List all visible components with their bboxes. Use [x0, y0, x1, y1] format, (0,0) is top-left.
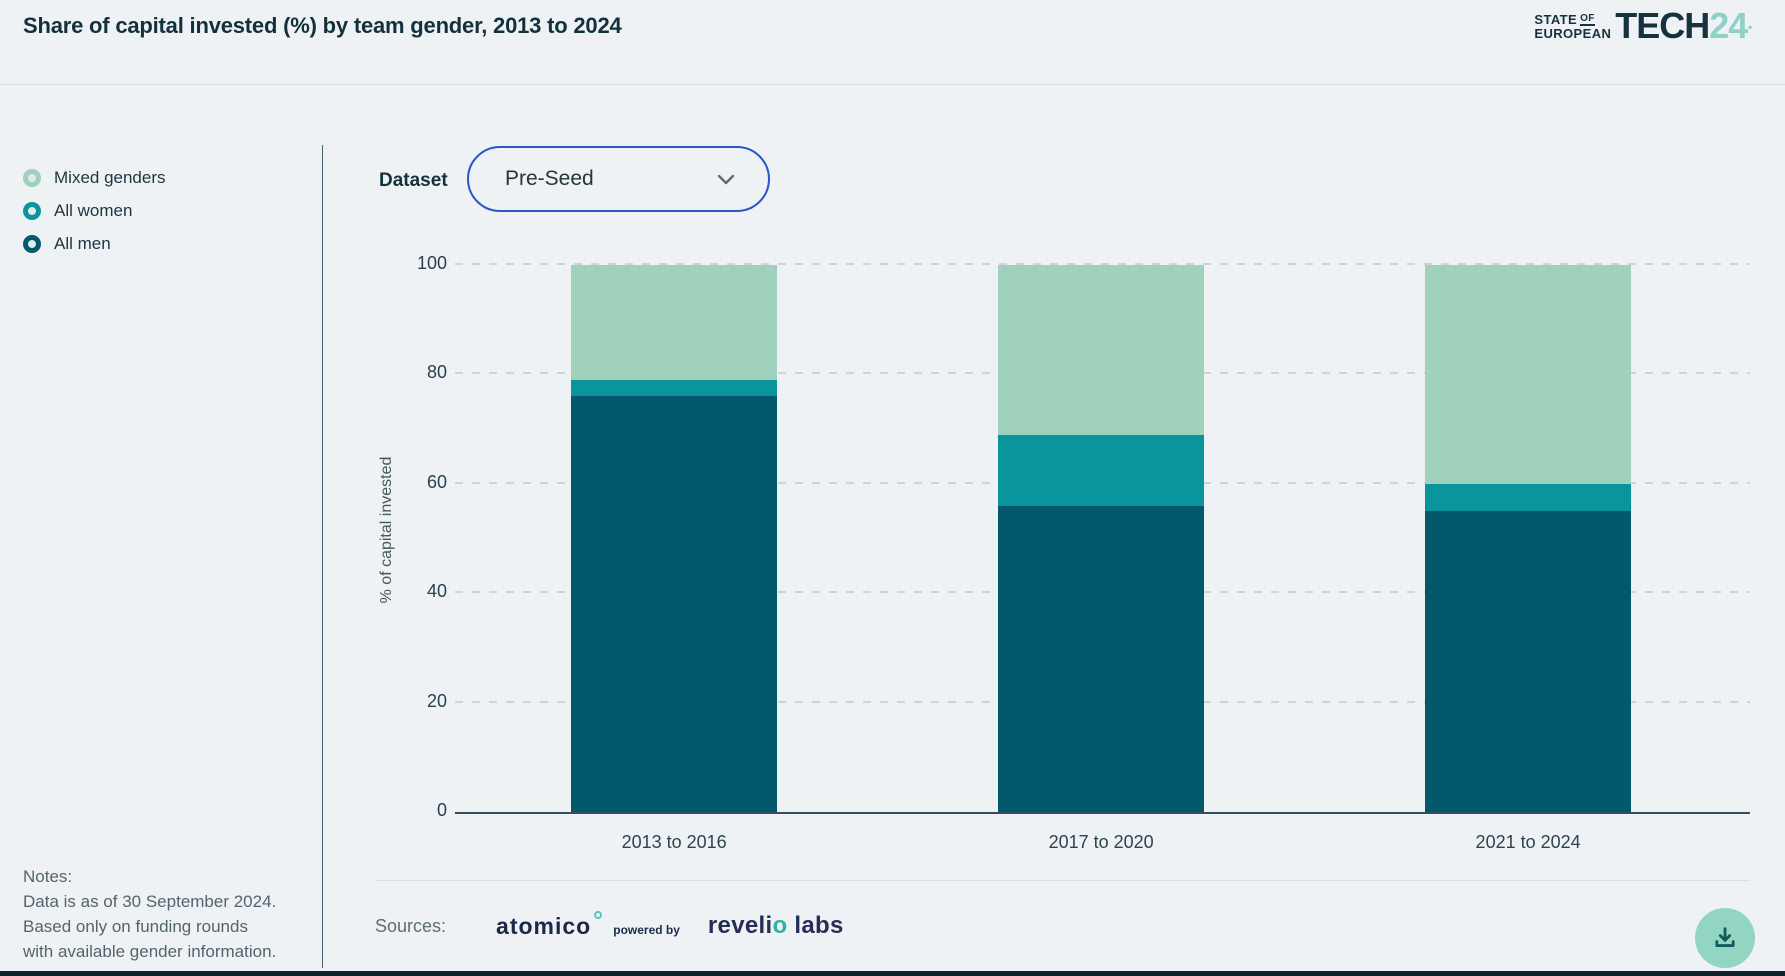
sources-label: Sources: [375, 915, 447, 936]
notes-line: Based only on funding rounds [23, 917, 248, 936]
y-tick-label: 20 [426, 690, 447, 711]
panel-divider [322, 145, 323, 968]
bar-segment-all-women[interactable] [1424, 483, 1632, 512]
x-tick-label: 2017 to 2020 [1048, 832, 1154, 852]
y-tick-label: 100 [416, 253, 447, 273]
y-tick-label: 80 [426, 362, 447, 383]
header-divider [0, 84, 1785, 85]
logo-year-text: 24· [1709, 5, 1754, 46]
legend-item-all-men[interactable]: All men [23, 234, 166, 254]
x-axis-baseline [455, 812, 1750, 814]
x-tick-label: 2021 to 2024 [1475, 832, 1581, 852]
y-axis: 0 20 40 60 80 100 [385, 253, 447, 820]
legend-item-mixed-genders[interactable]: Mixed genders [23, 168, 166, 188]
bar-segment-all-men[interactable] [1424, 511, 1632, 812]
notes-title: Notes: [23, 867, 73, 886]
plot-area [455, 263, 1750, 814]
download-button[interactable] [1695, 908, 1755, 968]
bar-segment-all-women[interactable] [570, 379, 778, 397]
bar-segment-mixed-genders[interactable] [1424, 265, 1632, 484]
bar-segment-mixed-genders[interactable] [997, 265, 1205, 435]
notes: Notes: Data is as of 30 September 2024. … [23, 864, 276, 964]
x-tick-label: 2013 to 2016 [621, 832, 727, 852]
atomico-ring-icon [594, 910, 603, 919]
bar-segment-all-women[interactable] [997, 434, 1205, 506]
bar-2017-to-2020 [997, 265, 1205, 812]
bar-segment-all-men[interactable] [997, 505, 1205, 812]
sources-divider [375, 880, 1750, 881]
page-title: Share of capital invested (%) by team ge… [23, 13, 622, 38]
y-tick-label: 40 [426, 581, 447, 602]
atomico-logo: atomico [496, 910, 603, 940]
download-icon [1715, 927, 1735, 947]
legend-item-all-women[interactable]: All women [23, 201, 166, 221]
dataset-label: Dataset [379, 170, 448, 191]
notes-line: with available gender information. [23, 942, 277, 961]
dataset-selected-value: Pre-Seed [505, 167, 594, 190]
sources-row: Sources: atomico powered by revelio labs [375, 910, 844, 940]
y-tick-label: 60 [426, 471, 447, 492]
legend-marker-icon [23, 202, 41, 220]
x-axis: 2013 to 2016 2017 to 2020 2021 to 2024 [460, 832, 1750, 862]
legend-item-label: All women [54, 201, 133, 220]
powered-by-label: powered by [613, 923, 680, 937]
bar-2013-to-2016 [570, 265, 778, 812]
legend-marker-icon [23, 169, 41, 187]
bar-2021-to-2024 [1424, 265, 1632, 812]
gridline [455, 263, 1750, 265]
dataset-dropdown[interactable]: Pre-Seed [467, 146, 770, 212]
bar-segment-all-men[interactable] [570, 396, 778, 812]
logo-of-text: OF [1580, 13, 1595, 26]
legend-item-label: All men [54, 234, 111, 253]
revelio-labs-logo: revelio labs [707, 912, 844, 939]
bar-segment-mixed-genders[interactable] [570, 265, 778, 380]
logo-state-text: STATE [1534, 12, 1578, 27]
chevron-down-icon [717, 174, 735, 185]
logo-tech-text: TECH [1615, 5, 1710, 46]
bottom-edge-strip [0, 971, 1785, 976]
legend: Mixed genders All women All men [23, 168, 166, 254]
logo-european-text: EUROPEAN [1534, 26, 1612, 41]
y-tick-label: 0 [436, 800, 447, 820]
logo-state-of-european: STATE OF EUROPEAN [1534, 13, 1611, 41]
legend-item-label: Mixed genders [54, 168, 166, 187]
state-of-european-tech-logo: STATE OF EUROPEAN TECH 24· [1534, 5, 1754, 46]
legend-marker-icon [23, 235, 41, 253]
notes-line: Data is as of 30 September 2024. [23, 892, 277, 911]
